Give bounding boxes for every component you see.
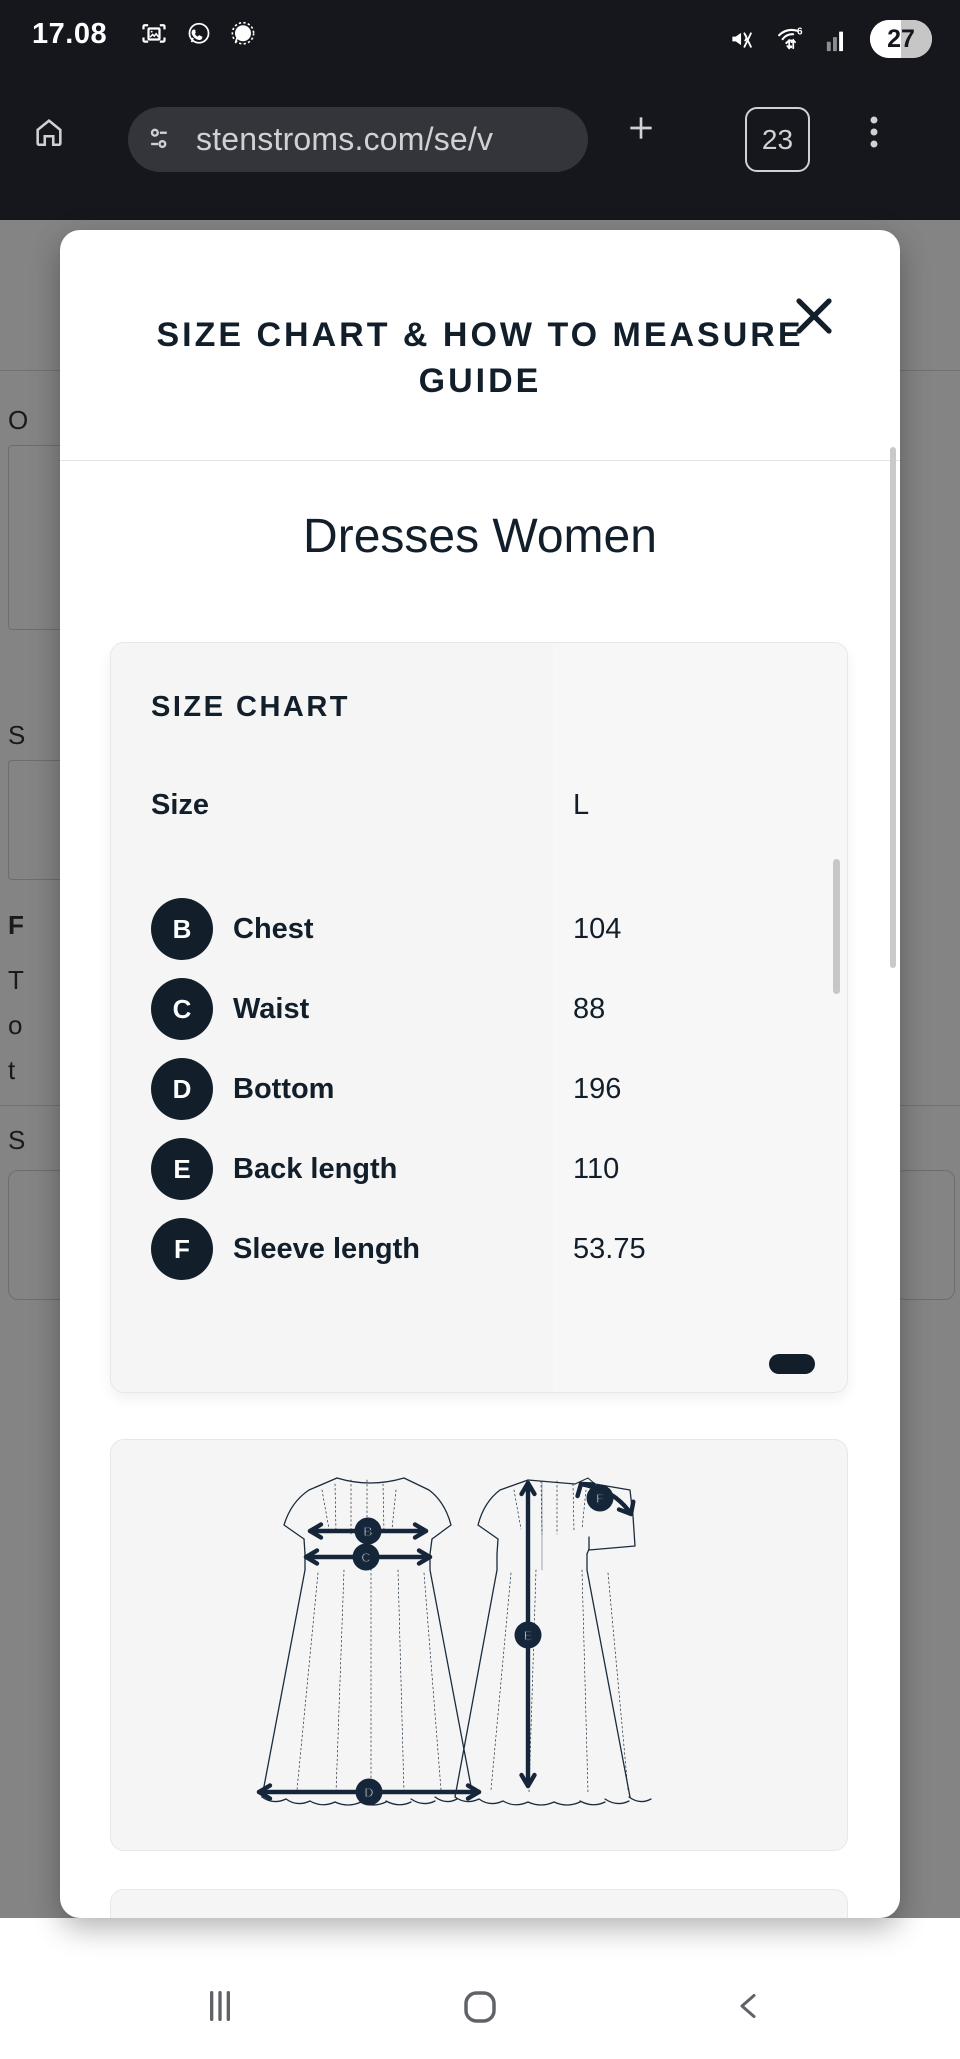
svg-text:D: D [364,1785,373,1800]
svg-text:C: C [361,1550,371,1565]
svg-text:B: B [363,1524,372,1539]
svg-text:6: 6 [797,26,803,37]
svg-text:E: E [524,1628,533,1643]
svg-text:F: F [596,1491,604,1506]
